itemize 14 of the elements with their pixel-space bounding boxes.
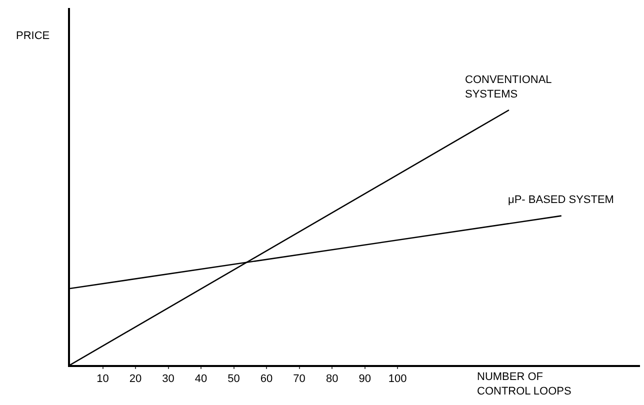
series-label: μP- BASED SYSTEM [508,194,614,206]
x-tick-label: 40 [194,372,208,385]
x-axis-title: NUMBER OF CONTROL LOOPS [477,371,572,398]
x-tick-label: 10 [96,372,109,385]
text: CONVENTIONAL SYSTEMS [465,74,552,100]
x-tick-label: 60 [260,372,273,385]
x-tick-label: 50 [228,372,240,385]
x-tick-label: 80 [326,372,338,385]
x-tick-label: 90 [358,372,371,385]
x-tick-label: 30 [162,372,174,385]
x-tick-label: 20 [129,372,142,385]
text: PRICE [16,30,50,42]
x-tick-label: 100 [388,372,407,385]
x-tick-label: 70 [293,372,306,385]
